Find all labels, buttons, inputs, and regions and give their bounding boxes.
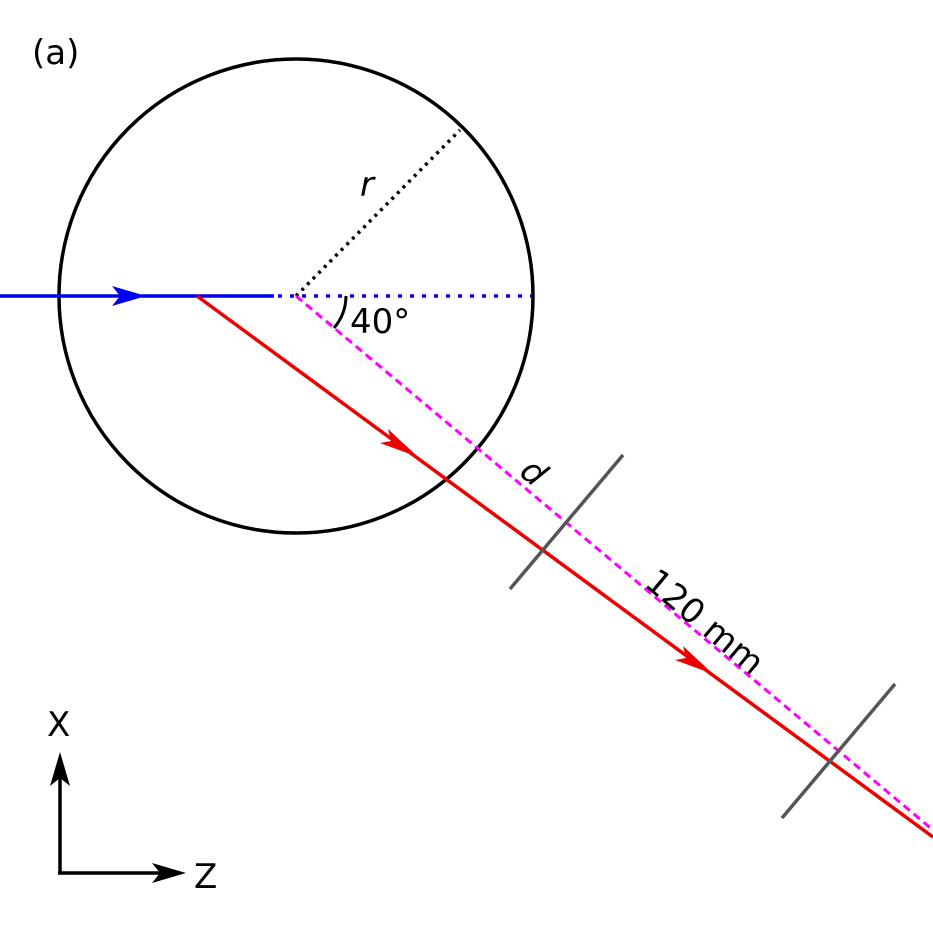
panel-label: (a) (32, 33, 79, 73)
x-axis-arrow-icon (50, 752, 70, 786)
angle-label: 40° (350, 302, 410, 342)
detector-plane-far (780, 682, 897, 820)
radius-line (294, 128, 462, 298)
angle-arc (332, 295, 348, 329)
x-axis-label: X (47, 705, 70, 745)
scattered-arrow-icon-1 (380, 429, 418, 457)
radius-label: r (360, 165, 376, 205)
scattered-beam (195, 294, 933, 839)
z-axis-label: Z (194, 857, 217, 897)
distance-label: d (512, 450, 555, 495)
incident-arrow-icon (112, 286, 146, 306)
detector-plane-near (508, 453, 625, 591)
angle-reference-line (295, 294, 933, 832)
z-axis-arrow-icon (152, 863, 186, 883)
scattered-arrow-icon-2 (675, 646, 713, 674)
length-label: 120 mm (637, 561, 771, 683)
